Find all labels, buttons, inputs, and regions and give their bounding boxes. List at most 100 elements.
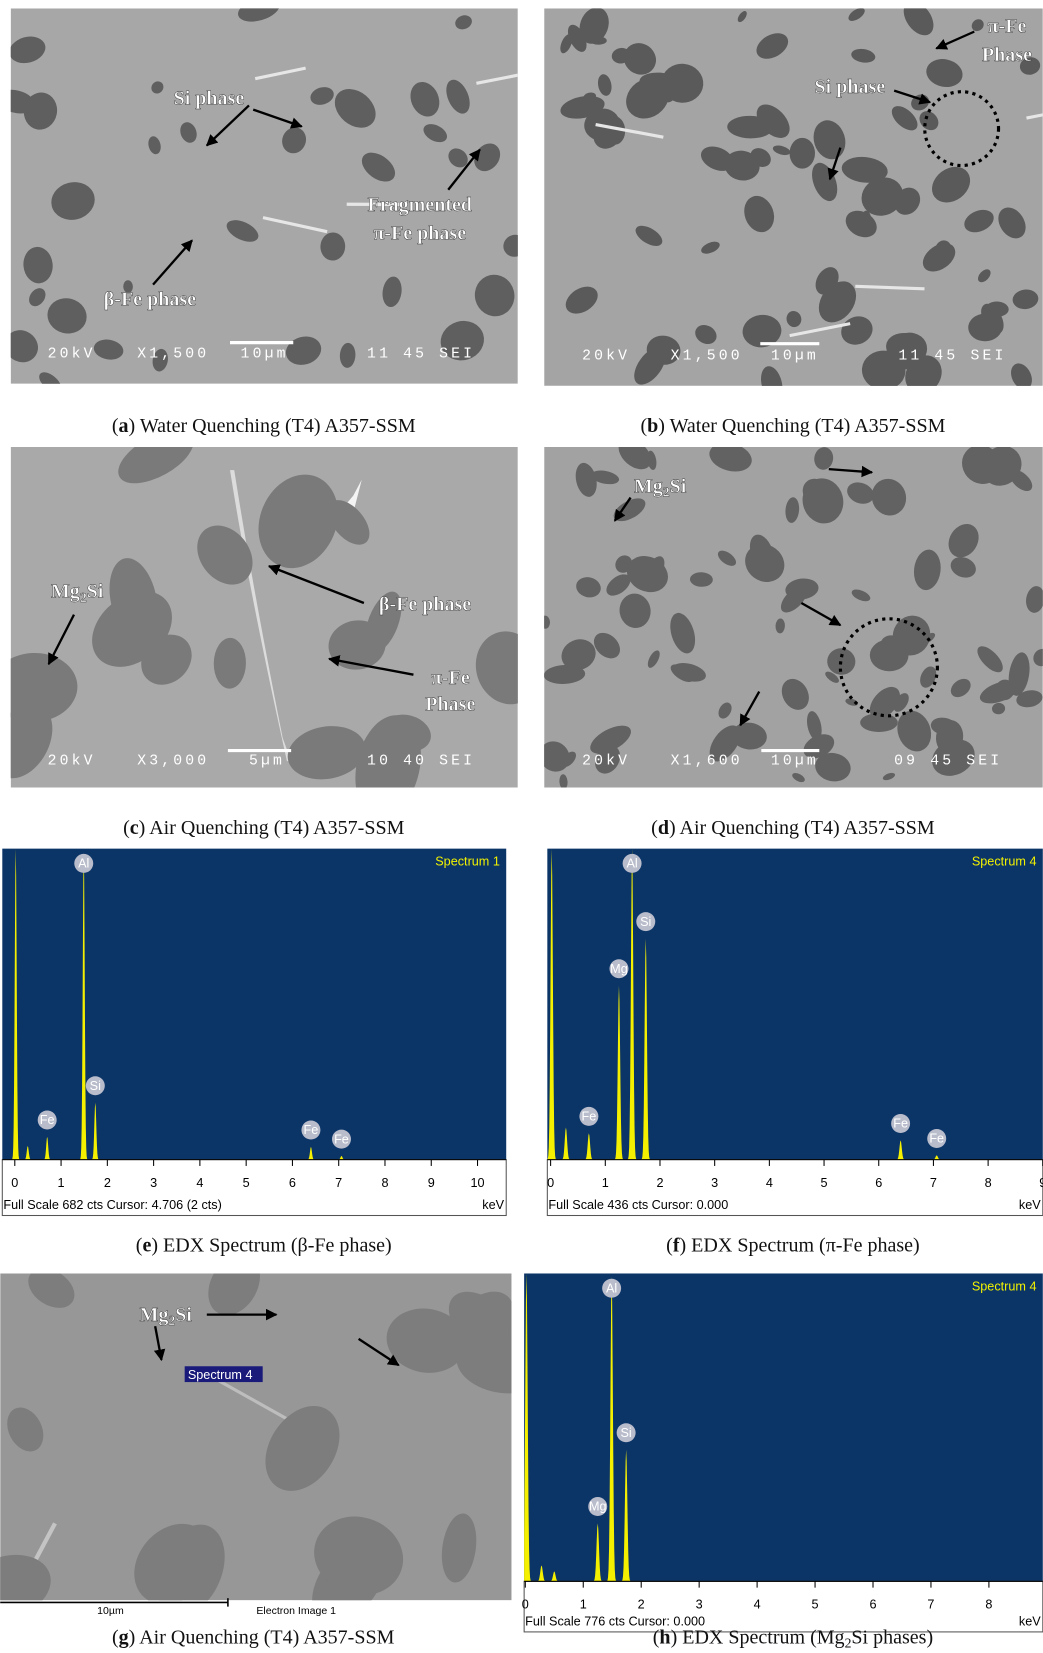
info-text: 20kV — [48, 753, 96, 769]
caption: (d) Air Quenching (T4) A357-SSM — [651, 817, 935, 839]
caption-part: ) Water Quenching (T4) A357-SSM — [129, 415, 416, 437]
tick-label: 0 — [522, 1598, 529, 1612]
caption: (e) EDX Spectrum (β-Fe phase) — [136, 1234, 392, 1256]
formula-part: Mg — [634, 475, 663, 497]
caption: (c) Air Quenching (T4) A357-SSM — [123, 817, 405, 839]
edx-spectrum: Spectrum 4FeMgAlSiFeFe0123456789Full Sca… — [547, 849, 1043, 1216]
annotation: β-Fe phase — [379, 593, 471, 615]
caption-letter: c — [130, 817, 139, 839]
info-text: X3,000 — [137, 753, 209, 769]
caption-part: ) Air Quenching (T4) A357-SSM — [669, 817, 935, 839]
tick-label: 7 — [930, 1176, 937, 1190]
tick-label: 6 — [875, 1176, 882, 1190]
formula-part: Si — [175, 1304, 192, 1326]
annotation: Phase — [425, 694, 475, 716]
phase-particle — [790, 138, 815, 169]
axis-unit: keV — [1019, 1198, 1041, 1212]
info-text: X1,500 — [137, 346, 209, 362]
caption-part: ) Water Quenching (T4) A357-SSM — [658, 415, 945, 437]
info-text: 09 45 SEI — [894, 753, 1002, 769]
tick-label: 5 — [812, 1598, 819, 1612]
tick-label: 4 — [766, 1176, 773, 1190]
tick-label: 1 — [602, 1176, 609, 1190]
info-text: 10µm — [771, 753, 819, 769]
tick-label: 5 — [821, 1176, 828, 1190]
edx-spectrum: Spectrum 4MgAlSi012345678Full Scale 776 … — [521, 1273, 1043, 1631]
annotation: Fragmented — [368, 194, 473, 216]
spectrum-footer: Full Scale 436 cts Cursor: 0.000 — [548, 1198, 728, 1212]
tick-label: 6 — [869, 1598, 876, 1612]
info-text: 20kV — [48, 346, 96, 362]
tick-label: 2 — [104, 1176, 111, 1190]
caption-part: Si phases) — [851, 1627, 933, 1649]
peak-label: Fe — [582, 1110, 597, 1124]
tick-label: 5 — [243, 1176, 250, 1190]
peak-label: Si — [640, 915, 651, 929]
tick-label: 4 — [196, 1176, 203, 1190]
info-text: 10µm — [241, 346, 289, 362]
spectrum-title: Spectrum 4 — [972, 1279, 1037, 1293]
caption-letter: a — [119, 415, 129, 437]
caption-letter: h — [659, 1627, 670, 1649]
info-text: X1,500 — [671, 348, 743, 364]
annotation: Phase — [982, 44, 1032, 66]
page: Si phase Fragmented π-Fe phase β-Fe phas… — [0, 0, 1043, 1653]
peak-label: Si — [621, 1426, 632, 1440]
caption-letter: d — [658, 817, 669, 839]
peak-label: Fe — [40, 1113, 55, 1127]
peak-label: Fe — [304, 1123, 319, 1137]
tick-label: 2 — [638, 1598, 645, 1612]
caption: (f) EDX Spectrum (π-Fe phase) — [666, 1234, 920, 1256]
peak-label: Al — [626, 857, 637, 871]
info-text: 11 45 SEI — [898, 348, 1006, 364]
annotation: π-Fe phase — [373, 222, 466, 244]
scale-text: 10µm — [97, 1605, 124, 1617]
caption-part: ) Air Quenching (T4) A357-SSM — [129, 1627, 395, 1649]
tick-label: 3 — [696, 1598, 703, 1612]
image-label: Electron Image 1 — [256, 1605, 336, 1617]
info-text: X1,600 — [671, 753, 743, 769]
caption-part: ) EDX Spectrum (π-Fe phase) — [680, 1234, 920, 1256]
tick-label: 8 — [985, 1176, 992, 1190]
axis-unit: keV — [1019, 1615, 1041, 1629]
tick-label: 8 — [985, 1598, 992, 1612]
phase-particle — [860, 713, 898, 732]
tick-label: 4 — [754, 1598, 761, 1612]
tick-label: 9 — [428, 1176, 435, 1190]
peak-label: Fe — [334, 1132, 349, 1146]
caption-letter: b — [647, 415, 658, 437]
spectrum-footer: Full Scale 682 cts Cursor: 4.706 (2 cts) — [3, 1198, 221, 1212]
annotation: Mg2Si — [51, 581, 104, 605]
peak-label: Mg — [610, 962, 628, 976]
tick-label: 3 — [711, 1176, 718, 1190]
spectrum-title: Spectrum 1 — [435, 855, 500, 869]
spectrum-tag: Spectrum 4 — [188, 1368, 253, 1382]
tick-label: 8 — [381, 1176, 388, 1190]
info-text: 5µm — [249, 753, 285, 769]
peak-label: Si — [90, 1079, 101, 1093]
formula-part: Si — [670, 475, 687, 497]
axis-unit: keV — [482, 1198, 504, 1212]
caption: (h) EDX Spectrum (Mg2Si phases) — [653, 1627, 933, 1651]
peak-label: Fe — [929, 1132, 944, 1146]
annotation: Mg2Si — [634, 475, 687, 499]
caption-part: ) Air Quenching (T4) A357-SSM — [139, 817, 405, 839]
tick-label: 0 — [11, 1176, 18, 1190]
peak-label: Fe — [893, 1117, 908, 1131]
formula-part: Si — [87, 581, 104, 603]
peak-label: Al — [78, 857, 89, 871]
sem-image — [533, 433, 1043, 790]
info-text: 20kV — [582, 348, 630, 364]
annotation: Mg2Si — [139, 1304, 192, 1328]
tick-label: 6 — [289, 1176, 296, 1190]
formula-part: Mg — [51, 581, 80, 603]
tick-label: 7 — [335, 1176, 342, 1190]
formula-part: Mg — [139, 1304, 168, 1326]
peak-label: Mg — [589, 1500, 607, 1514]
tick-label: 9 — [1039, 1176, 1043, 1190]
info-text: 11 45 SEI — [367, 346, 475, 362]
tick-label: 1 — [580, 1598, 587, 1612]
spectrum-title: Spectrum 4 — [972, 855, 1037, 869]
peak-label: Al — [606, 1281, 617, 1295]
plot-area — [524, 1273, 1043, 1581]
